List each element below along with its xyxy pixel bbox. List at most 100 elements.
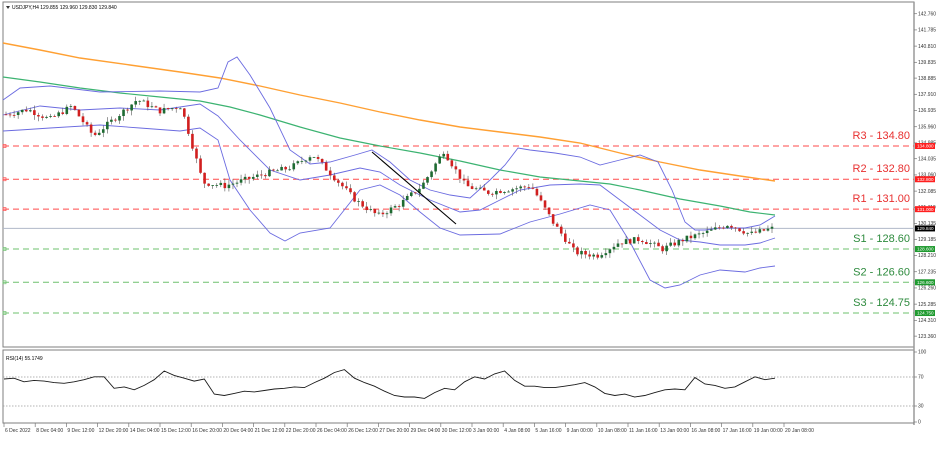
price-tick-label: 134.035 — [918, 156, 936, 162]
bull-candle — [280, 166, 283, 171]
bull-candle — [101, 129, 105, 133]
bull-candle — [170, 108, 174, 110]
bear-candle — [187, 116, 190, 134]
support-resistance-levels: R3 - 134.80 R2 - 132.80 R1 - 131.00 S1 - 12… — [2, 130, 914, 315]
bull-candle — [507, 191, 510, 193]
trendline[interactable] — [371, 151, 457, 225]
bull-candle — [693, 234, 697, 239]
time-tick-label: 13 Jan 00:00 — [660, 428, 689, 434]
bull-candle — [389, 207, 393, 214]
bear-candle — [12, 114, 16, 116]
bull-candle — [495, 190, 498, 195]
time-tick-label: 19 Jan 00:00 — [754, 428, 783, 434]
bear-candle — [535, 188, 539, 196]
bear-candle — [584, 250, 587, 255]
bollinger-lower — [2, 124, 776, 289]
bear-candle — [762, 229, 766, 231]
bull-candle — [215, 185, 219, 186]
bear-candle — [77, 109, 81, 117]
rsi-tick-label: 30 — [918, 404, 924, 410]
bull-candle — [239, 179, 243, 183]
bear-candle — [284, 166, 287, 170]
time-tick-label: 9 Dec 12:00 — [67, 428, 94, 434]
bull-candle — [118, 116, 121, 121]
price-tick-label: 140.810 — [918, 44, 936, 50]
bear-candle — [114, 119, 117, 121]
bear-candle — [223, 182, 227, 189]
time-tick-label: 16 Jan 08:00 — [691, 428, 720, 434]
bull-candle — [430, 171, 433, 178]
bull-candle — [649, 243, 652, 245]
bear-candle — [260, 174, 263, 176]
bear-candle — [564, 233, 567, 242]
time-tick-label: 5 Jan 16:00 — [535, 428, 561, 434]
bear-candle — [738, 228, 741, 232]
bear-candle — [353, 192, 356, 202]
bull-candle — [227, 184, 231, 189]
price-axis: 142.760 141.785 140.810 139.835 138.885 137.9… — [914, 11, 936, 340]
bear-candle — [499, 190, 502, 193]
bull-candle — [69, 106, 73, 107]
bear-candle — [85, 122, 89, 125]
bear-candle — [555, 223, 559, 227]
svg-text:131.000: 131.000 — [917, 207, 934, 212]
bear-candle — [381, 212, 385, 215]
level-tag-s3 — [915, 310, 935, 317]
price-tick-label: 128.210 — [918, 253, 936, 259]
time-tick-label: 20 Jan 08:00 — [785, 428, 814, 434]
price-tick-label: 129.185 — [918, 237, 936, 243]
bull-candle — [110, 119, 113, 122]
bear-candle — [37, 115, 40, 117]
rsi-label: RSI(14) 55.1749 — [6, 356, 43, 362]
bull-candle — [97, 132, 101, 135]
bear-candle — [547, 207, 551, 215]
bear-candle — [373, 209, 377, 214]
bull-candle — [57, 112, 60, 117]
bear-candle — [482, 187, 486, 191]
bear-candle — [154, 106, 158, 108]
bull-candle — [758, 229, 762, 233]
bear-candle — [559, 226, 563, 234]
bull-candle — [616, 243, 620, 247]
bull-candle — [612, 246, 616, 250]
bull-candle — [685, 235, 689, 242]
chart-header: USDJPY,H4 129.855 129.960 129.830 129.84… — [6, 5, 117, 11]
bull-candle — [45, 116, 48, 118]
time-tick-label: 15 Dec 12:00 — [161, 428, 191, 434]
svg-text:132.800: 132.800 — [917, 177, 934, 182]
current-price-tag — [915, 225, 935, 232]
bull-candle — [268, 169, 271, 177]
bear-candle — [203, 172, 206, 184]
moving-average-green — [2, 76, 776, 216]
svg-text:124.750: 124.750 — [917, 311, 934, 316]
rsi-line — [3, 369, 776, 399]
level-label-s1: S1 - 128.60 — [853, 233, 910, 245]
bear-candle — [588, 254, 591, 257]
bear-candle — [146, 100, 150, 108]
bear-candle — [264, 175, 267, 177]
bear-candle — [341, 182, 344, 187]
bear-candle — [414, 192, 417, 194]
level-label-s3: S3 - 124.75 — [853, 297, 910, 309]
bear-candle — [657, 242, 660, 247]
bull-candle — [604, 253, 608, 256]
price-axis-tags: 134.800 132.800 131.000 128.600 126.600 124.7… — [915, 143, 935, 317]
time-tick-label: 29 Dec 04:00 — [411, 428, 441, 434]
bear-candle — [328, 170, 332, 176]
level-tag-r2 — [915, 176, 935, 183]
bull-candle — [106, 121, 109, 130]
bull-candle — [142, 100, 146, 102]
main-pane[interactable] — [2, 1, 915, 348]
time-tick-label: 9 Jan 00:00 — [567, 428, 593, 434]
bull-candle — [49, 116, 52, 117]
time-tick-label: 4 Jan 08:00 — [504, 428, 530, 434]
price-tick-label: 123.360 — [918, 334, 936, 340]
level-tag-r3 — [915, 143, 935, 149]
bull-candle — [438, 156, 441, 164]
dropdown-triangle-icon[interactable] — [6, 6, 10, 9]
bear-candle — [332, 175, 336, 181]
bull-candle — [515, 188, 518, 190]
bear-candle — [174, 108, 178, 110]
bear-candle — [89, 124, 93, 133]
bull-candle — [292, 163, 296, 170]
